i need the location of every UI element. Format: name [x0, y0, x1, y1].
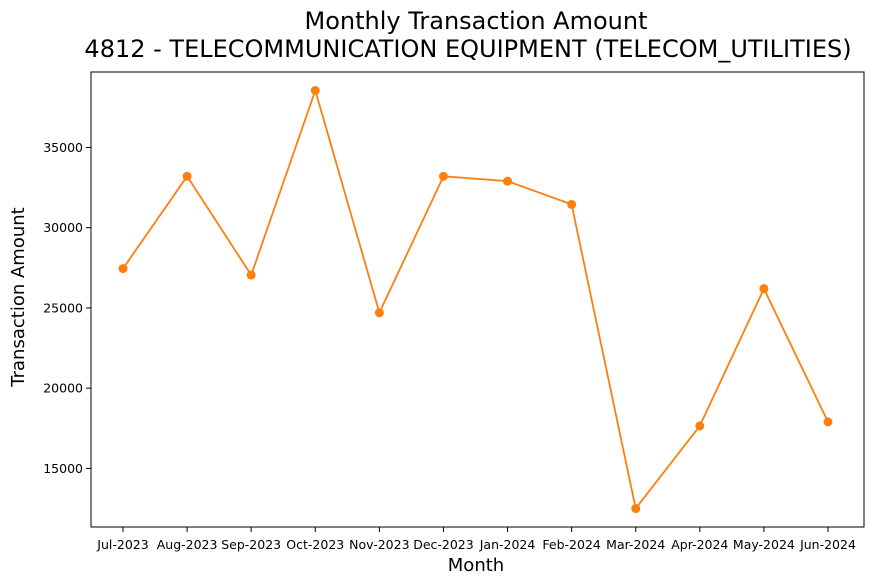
x-tick-label: Jan-2024: [479, 537, 536, 552]
x-axis: Jul-2023 Aug-2023 Sep-2023 Oct-2023 Nov-2023…: [96, 527, 856, 552]
y-tick-label: 20000: [43, 381, 83, 396]
chart-title: Monthly Transaction Amount: [305, 7, 648, 35]
series-layer: [118, 85, 833, 514]
x-tick-label: Nov-2023: [349, 537, 409, 552]
y-axis-label: Transaction Amount: [8, 207, 29, 387]
x-tick-label: Jul-2023: [96, 537, 148, 552]
x-tick-label: Feb-2024: [542, 537, 601, 552]
data-point: [438, 171, 448, 181]
data-point: [503, 176, 513, 186]
data-point: [182, 171, 192, 181]
data-point: [246, 270, 256, 280]
data-point: [823, 417, 833, 427]
y-tick-label: 30000: [43, 220, 83, 235]
x-axis-label: Month: [448, 555, 504, 576]
x-tick-label: Oct-2023: [286, 537, 344, 552]
x-tick-label: Jun-2024: [799, 537, 856, 552]
y-tick-label: 25000: [43, 300, 83, 315]
chart-subtitle: 4812 - TELECOMMUNICATION EQUIPMENT (TELE…: [84, 35, 851, 63]
series-line: [122, 89, 829, 510]
data-point: [567, 199, 577, 209]
data-point: [118, 264, 128, 274]
data-point: [631, 504, 641, 514]
y-axis: 15000 20000 25000 30000 35000: [43, 140, 91, 476]
data-point: [310, 85, 320, 95]
data-point: [374, 308, 384, 318]
plot-area: [90, 71, 865, 528]
x-tick-label: Apr-2024: [671, 537, 728, 552]
y-tick-label: 35000: [43, 140, 83, 155]
data-point: [695, 421, 705, 431]
x-tick-label: Sep-2023: [221, 537, 281, 552]
data-point: [759, 284, 769, 294]
x-tick-label: Mar-2024: [606, 537, 665, 552]
x-tick-label: Dec-2023: [413, 537, 474, 552]
x-tick-label: May-2024: [733, 537, 795, 552]
x-tick-label: Aug-2023: [157, 537, 218, 552]
y-tick-label: 15000: [43, 461, 83, 476]
